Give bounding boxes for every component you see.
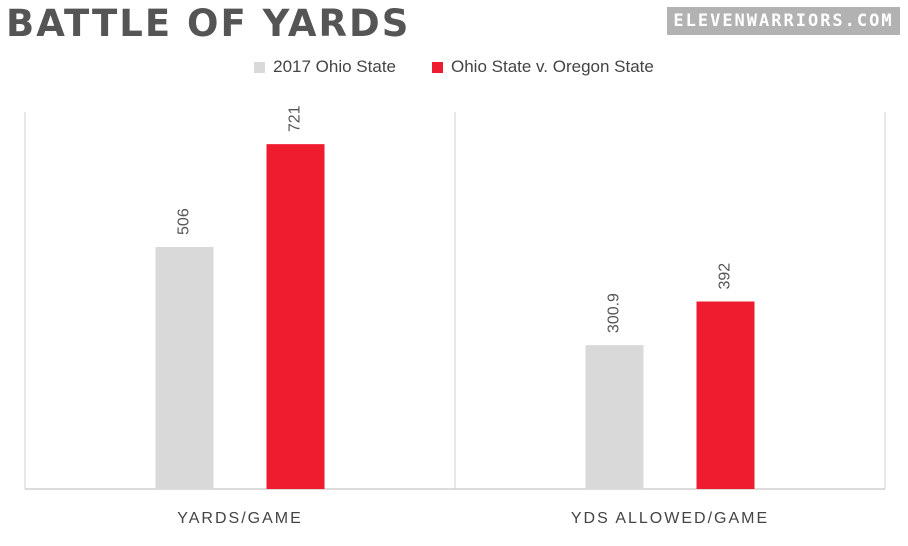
bar-2-1 (266, 144, 325, 490)
legend-swatch-series-2 (432, 61, 443, 73)
brand-watermark: ELEVENWARRIORS.COM (667, 7, 900, 35)
data-label-2-2: 392 (717, 263, 734, 290)
data-label-1-1: 506 (176, 208, 193, 235)
legend-label-series-2: Ohio State v. Oregon State (451, 57, 654, 76)
data-label-1-2: 300.9 (606, 293, 623, 333)
legend-item-series-2: Ohio State v. Oregon State (432, 57, 654, 77)
legend-swatch-series-1 (254, 61, 266, 73)
legend-item-series-1: 2017 Ohio State (254, 57, 396, 77)
legend: 2017 Ohio State Ohio State v. Oregon Sta… (0, 57, 908, 77)
category-label-2: YDS ALLOWED/GAME (571, 510, 769, 527)
bar-1-2 (585, 345, 644, 489)
bar-1-1 (155, 246, 214, 489)
bar-2-2 (696, 301, 755, 489)
category-label-1: YARDS/GAME (177, 510, 303, 527)
data-label-2-1: 721 (287, 105, 304, 132)
legend-label-series-1: 2017 Ohio State (273, 57, 396, 76)
chart-title: BATTLE OF YARDS (6, 2, 411, 45)
